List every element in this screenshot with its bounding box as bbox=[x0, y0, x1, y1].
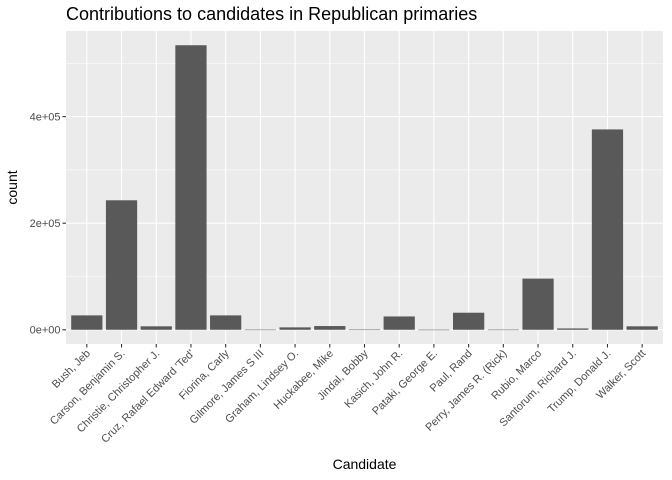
bars bbox=[71, 45, 658, 331]
y-tick-label: 2e+05 bbox=[30, 218, 61, 230]
chart-title: Contributions to candidates in Republica… bbox=[66, 4, 477, 24]
bar bbox=[453, 312, 485, 330]
bar bbox=[626, 326, 658, 330]
bar bbox=[140, 326, 172, 330]
bar bbox=[314, 326, 346, 330]
y-axis-title: count bbox=[4, 170, 20, 204]
bar bbox=[557, 328, 589, 330]
x-tick-label: Huckabee, Mike bbox=[272, 348, 336, 412]
y-tick-label: 4e+05 bbox=[30, 111, 61, 123]
bar bbox=[244, 329, 276, 331]
bar bbox=[71, 315, 103, 330]
bar bbox=[105, 200, 138, 330]
x-tick-label: Trump, Donald J. bbox=[546, 348, 614, 416]
bar bbox=[175, 45, 207, 330]
bar bbox=[383, 316, 415, 330]
bar bbox=[522, 278, 554, 330]
bar bbox=[418, 329, 450, 331]
y-tick-label: 0e+00 bbox=[30, 325, 61, 337]
bar bbox=[591, 129, 624, 330]
x-axis-title: Candidate bbox=[333, 456, 397, 472]
bar bbox=[487, 329, 519, 331]
bar bbox=[279, 327, 311, 330]
x-tick-label: Pataki, George E. bbox=[370, 348, 440, 418]
bar bbox=[348, 329, 381, 331]
y-axis: 0e+00 2e+05 4e+05 bbox=[30, 111, 66, 337]
bar bbox=[210, 315, 242, 330]
